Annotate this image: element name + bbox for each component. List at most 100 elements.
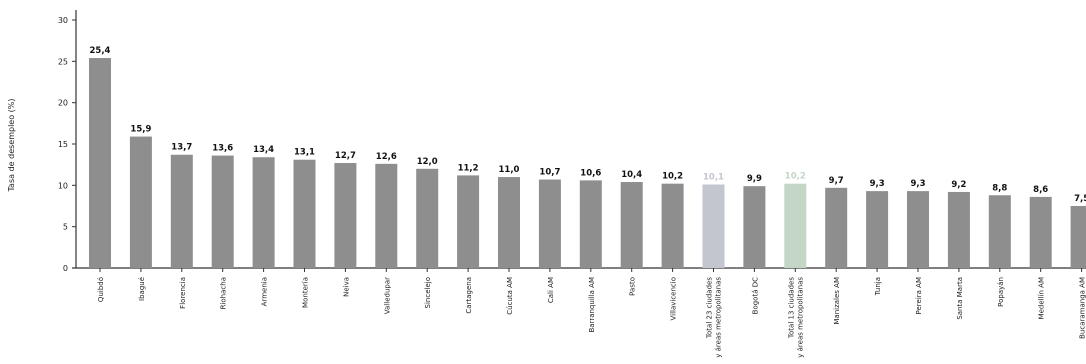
- category-label: Sincelejo: [424, 277, 432, 308]
- category-label-text: Montería: [302, 277, 310, 308]
- bar: [947, 191, 970, 268]
- data-label: 25,4: [90, 46, 111, 56]
- bar: [988, 195, 1011, 268]
- category-label-text: Sincelejo: [424, 277, 432, 308]
- category-label: Manizales AM: [833, 277, 841, 325]
- category-label: Bogotá DC: [751, 277, 759, 314]
- data-label: 12,0: [417, 157, 438, 167]
- category-label-line: Total 13 ciudades: [787, 277, 795, 339]
- category-label-text: Riohacha: [220, 277, 228, 309]
- category-label-text: Cartagena: [465, 277, 473, 314]
- category-label: Cali AM: [547, 277, 555, 303]
- data-label: 7,5: [1074, 194, 1086, 204]
- bars: [89, 58, 1086, 268]
- data-label: 10,6: [580, 168, 601, 178]
- category-label: Neiva: [342, 277, 350, 297]
- data-label: 12,7: [335, 151, 356, 161]
- category-label: Valledupar: [383, 277, 391, 314]
- y-tick-label: 0: [63, 264, 68, 273]
- bar: [252, 157, 275, 268]
- bar: [293, 159, 316, 268]
- data-label: 13,4: [253, 145, 274, 155]
- y-tick-label: 15: [58, 140, 68, 149]
- category-label-text: Ibagué: [138, 277, 146, 301]
- bar: [620, 182, 643, 268]
- bar: [825, 187, 848, 268]
- category-label: Pereira AM: [915, 277, 923, 314]
- bar: [211, 155, 234, 268]
- category-label: Florencia: [179, 277, 187, 309]
- data-label: 10,7: [539, 168, 560, 178]
- category-label-text: Pereira AM: [915, 277, 923, 314]
- category-label-line: y áreas metropolitanas: [796, 277, 804, 358]
- category-label: Cartagena: [465, 277, 473, 314]
- bar: [334, 163, 357, 268]
- bar: [866, 191, 889, 268]
- category-label: Popayán: [997, 277, 1005, 307]
- y-tick-label: 5: [63, 223, 68, 232]
- data-label: 8,6: [1033, 185, 1048, 195]
- category-label-text: Pasto: [629, 277, 637, 296]
- category-label: Cúcuta AM: [506, 277, 514, 315]
- bar: [661, 183, 684, 268]
- data-label: 10,4: [621, 170, 642, 180]
- data-label: 9,2: [951, 180, 966, 190]
- category-label-text: Florencia: [179, 277, 187, 309]
- category-label-text: Cali AM: [547, 277, 555, 303]
- category-label-text: Bogotá DC: [751, 277, 759, 314]
- category-label-text: Neiva: [342, 277, 350, 297]
- data-label: 9,9: [747, 174, 762, 184]
- bar: [1070, 206, 1086, 268]
- category-label: Quibdó: [97, 277, 105, 302]
- bar: [416, 168, 439, 268]
- data-label: 11,2: [458, 163, 479, 173]
- data-labels: 25,4 15,9 13,7 13,6 13,4 13,1 12,7 12,6 12,0 11,2…: [90, 46, 1086, 204]
- category-label: Pasto: [629, 277, 637, 296]
- data-label: 9,3: [870, 179, 885, 189]
- category-label: Villavicencio: [670, 277, 678, 321]
- y-axis-label: Tasa de desempleo (%): [7, 98, 16, 192]
- category-label-text: Manizales AM: [833, 277, 841, 325]
- bar: [375, 163, 398, 268]
- bar: [129, 136, 152, 268]
- data-label: 8,8: [992, 183, 1007, 193]
- category-label-text: Cúcuta AM: [506, 277, 514, 315]
- y-tick-label: 30: [58, 16, 68, 25]
- data-label: 10,1: [703, 173, 724, 183]
- bar: [457, 175, 480, 268]
- category-label-text: Tunja: [874, 277, 882, 296]
- category-label: Riohacha: [220, 277, 228, 309]
- bar: [1029, 196, 1052, 268]
- category-label-line: Total 23 ciudades: [706, 277, 714, 339]
- category-label-text: Medellín AM: [1038, 277, 1046, 319]
- category-label: Ibagué: [138, 277, 146, 301]
- bar: [498, 177, 520, 268]
- category-label-text: Barranquilla AM: [588, 277, 596, 333]
- y-tick-label: 10: [58, 181, 68, 190]
- data-label: 15,9: [130, 125, 151, 135]
- data-label: 10,2: [662, 172, 683, 182]
- category-labels: Quibdó Ibagué Florencia Riohacha Armenia Mont…: [97, 277, 1086, 358]
- data-label: 11,0: [499, 165, 520, 175]
- category-label: Santa Marta: [956, 277, 964, 320]
- category-label-text: Santa Marta: [956, 277, 964, 320]
- category-label-text: Quibdó: [97, 277, 105, 302]
- data-label: 13,1: [294, 148, 315, 158]
- bar: [89, 58, 111, 268]
- category-label-text: Armenia: [261, 277, 269, 306]
- data-label: 13,6: [212, 144, 233, 154]
- category-label-text: Valledupar: [383, 277, 391, 314]
- data-label: 9,3: [910, 179, 925, 189]
- data-label: 9,7: [829, 176, 844, 186]
- category-label: Armenia: [261, 277, 269, 306]
- category-label: Total 23 ciudades y áreas metropolitanas: [706, 277, 723, 358]
- category-label: Barranquilla AM: [588, 277, 596, 333]
- category-label-text: Popayán: [997, 277, 1005, 307]
- bar: [170, 154, 193, 268]
- category-label-line: y áreas metropolitanas: [715, 277, 723, 358]
- category-label-text: Villavicencio: [670, 277, 678, 321]
- category-label-text: Bucaramanga AM: [1079, 277, 1086, 339]
- bar: [702, 184, 725, 268]
- y-tick-label: 25: [58, 57, 68, 66]
